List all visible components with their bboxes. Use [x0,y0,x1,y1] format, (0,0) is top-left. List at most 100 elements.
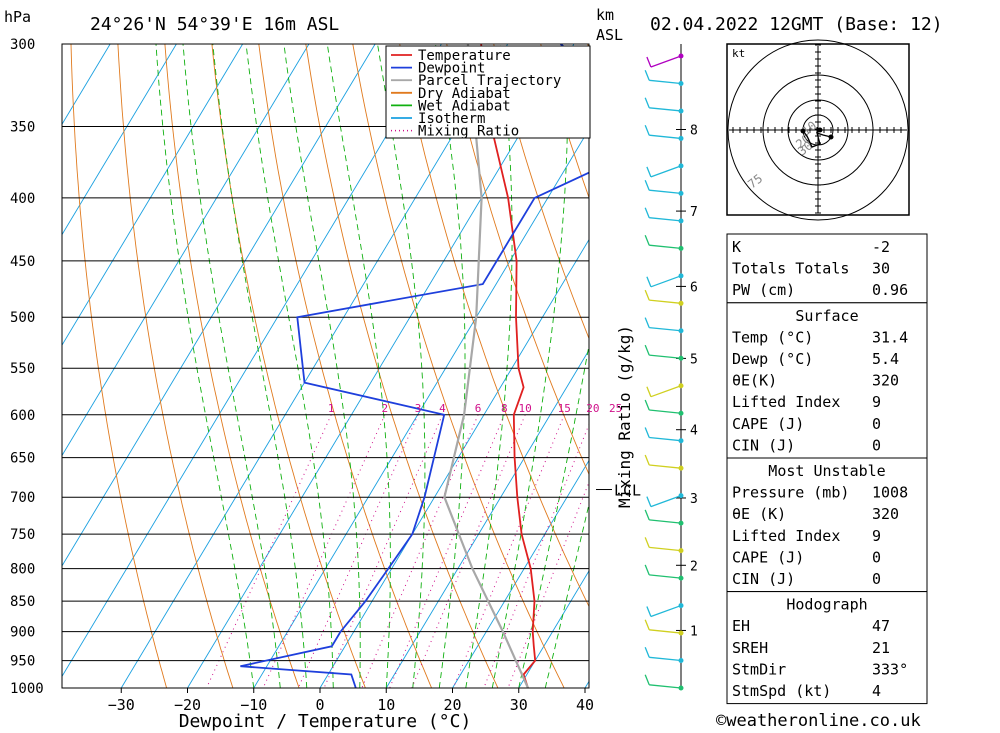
x-tick-label: −20 [174,696,201,714]
table-row-value: 21 [872,639,890,657]
km-tick-label: 5 [690,352,698,367]
wind-barb-dot [678,438,684,444]
x-tick-label: 20 [443,696,461,714]
wind-barb-flag [644,564,650,576]
isotherm-line [253,128,589,688]
wet-adiabat-line [212,44,308,688]
hodograph-point [817,127,823,133]
isotherm-line [385,349,589,688]
pressure-tick-label: 800 [10,562,35,578]
x-tick-label: 10 [377,696,395,714]
pressure-tick-label: 1000 [10,681,44,697]
wind-barb-flag [644,317,650,328]
pressure-tick-label: 600 [10,408,35,424]
mixing-ratio-label: 8 [501,402,508,415]
wind-barb-dot [678,108,684,114]
km-tick-label: 2 [690,559,698,574]
wind-barb [650,495,682,508]
wind-barb-dot [678,245,684,251]
wind-barb-dot [678,300,684,306]
isotherm-line [62,44,177,236]
dry-adiabat-line [117,44,234,688]
table-row-label: CAPE (J) [732,548,804,566]
mixing-ratio-axis-label: Mixing Ratio (g/kg) [615,325,634,508]
x-tick-label: 30 [510,696,528,714]
pressure-tick-label: 500 [10,310,35,326]
wind-barb-flag [644,454,650,466]
wind-barb-dot [678,53,684,59]
legend-entry: Dewpoint [418,61,485,77]
wind-barb [649,107,682,112]
table-row-value: 1008 [872,484,908,502]
table-row-label: Dewp (°C) [732,350,813,368]
wind-barb-flag [644,647,650,658]
km-tick-label: 4 [690,424,698,439]
table-section-title: Surface [795,307,858,325]
isotherm-line [62,44,310,457]
dry-adiabat-line [493,44,589,340]
wind-barb-flag [646,56,652,68]
legend-entry: Temperature [418,48,511,64]
wind-barb-flag [644,537,650,548]
wind-barb-dot [678,410,684,416]
x-tick-label: −10 [240,696,267,714]
table-row-label: θE(K) [732,372,777,390]
wind-barb [649,629,682,634]
legend-entry: Mixing Ratio [418,124,519,140]
wind-barb-flag [644,344,650,356]
wind-barb-dot [678,548,684,554]
wind-barb-flag [644,124,650,136]
table-row-value: -2 [872,238,890,256]
isotherm-line [62,44,376,567]
mixing-ratio-label: 6 [475,402,482,415]
table-row-value: 0 [872,548,881,566]
wet-adiabat-line [245,44,334,688]
table-row-label: SREH [732,639,768,657]
wind-barb [649,684,682,689]
wind-barb [649,299,682,304]
plot-frame [61,43,590,689]
pressure-tick-label: 300 [10,37,35,53]
temperature-axis: −30 −20 −10 0 10 20 30 40 [108,688,594,714]
pressure-tick-label: 950 [10,654,35,670]
wind-barb [649,656,682,662]
series-line-temperature [480,44,537,688]
wind-barb [649,574,682,579]
wind-barb [649,79,682,85]
table-row-value: 333° [872,660,908,678]
table-row-value: 5.4 [872,350,899,368]
series-line-dewpoint [240,44,589,688]
wind-barb-flag [644,70,650,81]
km-tick-label: 7 [690,205,698,220]
table-row-label: Temp (°C) [732,328,813,346]
wind-barb-dot [678,685,684,691]
wind-barb-dot [678,575,684,581]
wind-barb-flag [646,606,652,617]
table-row-value: 320 [872,505,899,523]
wind-barb-flag [646,386,652,397]
table-section [726,457,928,593]
wind-barb [649,436,682,442]
wind-barb [649,134,682,140]
table-section-title: Hodograph [786,596,867,614]
wind-barb-dot [678,383,684,389]
wind-barb [649,354,682,359]
copyright-text: ©weatheronline.co.uk [716,711,921,731]
mixing-ratio-label: 20 [586,402,599,415]
wind-barb-dot [678,603,684,609]
wind-barb-dot [678,190,684,196]
wind-barbs [644,53,684,691]
pressure-tick-label: 900 [10,625,35,641]
table-row-label: K [732,238,741,256]
wind-barb-dot [678,630,684,636]
hodograph-point [828,134,834,140]
skewt-plot: 3003504004505005506006507007508008509009… [10,37,622,714]
table-section-title: Most Unstable [768,462,885,480]
table-row-value: 0 [872,570,881,588]
mixing-ratio-label: 2 [382,402,389,415]
wind-barb-dot [678,163,684,169]
km-axis: 8 7 6 5 4 3 2 1 LCL [596,44,698,690]
x-tick-label: 40 [576,696,594,714]
table-row-value: 320 [872,372,899,390]
